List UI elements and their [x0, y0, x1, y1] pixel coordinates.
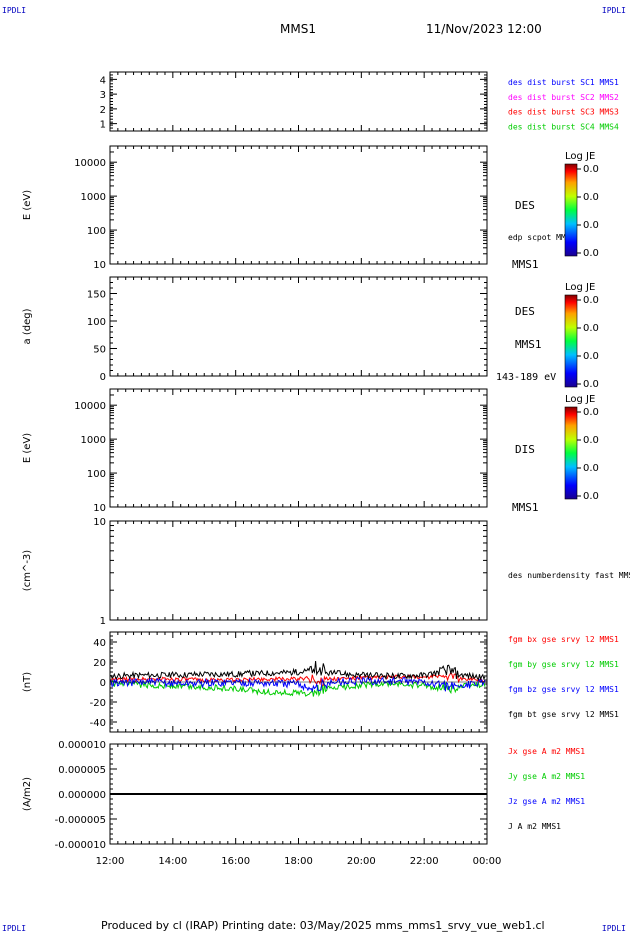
side-label-p5-1: des numberdensity fast MMS1: [508, 571, 630, 580]
y-tick-label-p6: -40: [90, 718, 106, 729]
y-tick-label-p7: 0.000010: [58, 740, 106, 751]
y-tick-label-p1: 1: [100, 120, 106, 131]
corner-label-bottom-left: IPDLI: [2, 924, 27, 933]
y-tick-label-p1: 2: [100, 105, 106, 116]
side-label-p7-1: Jx gse A m2 MMS1: [508, 747, 585, 756]
y-tick-label-p6: 40: [93, 638, 106, 649]
y-tick-label-p6: 0: [100, 678, 106, 689]
y-tick-label-p5: 10: [93, 517, 106, 528]
colorbar-p3: [564, 294, 578, 388]
colorbar-title-p3: Log JE: [565, 282, 595, 293]
colorbar-tick-label-p3: 0.0: [583, 351, 599, 362]
panel-frame-5: [109, 520, 488, 621]
y-tick-label-p4: 10000: [74, 401, 106, 412]
x-tick-label: 18:00: [284, 856, 313, 867]
y-tick-label-p2: 100: [87, 226, 106, 237]
colorbar-tick-label-p3: 0.0: [583, 323, 599, 334]
y-axis-label-p7: (A/m2): [22, 777, 33, 811]
side-label-p6-4: fgm bt gse srvy l2 MMS1: [508, 710, 619, 719]
y-tick-label-p4: 10: [93, 503, 106, 514]
corner-label-top-left: IPDLI: [2, 6, 27, 15]
side-label-p3-1: DES: [515, 305, 535, 318]
y-tick-label-p2: 10000: [74, 158, 106, 169]
side-label-p7-2: Jy gse A m2 MMS1: [508, 772, 585, 781]
y-tick-label-p2: 10: [93, 260, 106, 271]
y-tick-label-p6: -20: [90, 698, 106, 709]
x-tick-label: 14:00: [158, 856, 187, 867]
y-tick-label-p3: 50: [93, 345, 106, 356]
side-label-p2-3: MMS1: [512, 258, 539, 271]
colorbar-tick-label-p4: 0.0: [583, 407, 599, 418]
colorbar-tick-label-p4: 0.0: [583, 463, 599, 474]
side-label-p7-4: J A m2 MMS1: [508, 822, 561, 831]
colorbar-p2: [564, 163, 578, 257]
footer-text: Produced by cl (IRAP) Printing date: 03/…: [101, 919, 545, 932]
y-tick-label-p7: 0.000000: [58, 790, 106, 801]
corner-label-bottom-right: IPDLI: [601, 924, 626, 933]
panel-frame-1: [109, 71, 488, 132]
panel-frame-3: [109, 276, 488, 377]
colorbar-tick-label-p2: 0.0: [583, 192, 599, 203]
y-axis-label-p3: a (deg): [22, 308, 33, 344]
y-tick-label-p5: 1: [100, 616, 106, 627]
x-tick-label: 00:00: [473, 856, 502, 867]
side-label-p6-3: fgm bz gse srvy l2 MMS1: [508, 685, 619, 694]
y-tick-label-p6: 20: [93, 658, 106, 669]
panel-frame-2: [109, 145, 488, 265]
y-tick-label-p7: -0.000005: [55, 815, 106, 826]
y-tick-label-p3: 0: [100, 372, 106, 383]
x-tick-label: 20:00: [347, 856, 376, 867]
colorbar-tick-label-p3: 0.0: [583, 295, 599, 306]
colorbar-tick-label-p3: 0.0: [583, 379, 599, 390]
x-tick-label: 22:00: [410, 856, 439, 867]
x-tick-label: 16:00: [221, 856, 250, 867]
y-tick-label-p1: 4: [100, 75, 106, 86]
y-tick-label-p3: 100: [87, 317, 106, 328]
y-tick-label-p7: -0.000010: [55, 840, 106, 851]
y-tick-label-p3: 150: [87, 290, 106, 301]
colorbar-title-p4: Log JE: [565, 394, 595, 405]
y-tick-label-p7: 0.000005: [58, 765, 106, 776]
side-label-p6-2: fgm by gse srvy l2 MMS1: [508, 660, 619, 669]
colorbar-p4: [564, 406, 578, 500]
colorbar-tick-label-p2: 0.0: [583, 220, 599, 231]
side-label-p3-3: 143-189 eV: [496, 372, 556, 383]
side-label-p6-1: fgm bx gse srvy l2 MMS1: [508, 635, 619, 644]
side-label-p4-2: MMS1: [512, 501, 539, 514]
colorbar-tick-label-p2: 0.0: [583, 248, 599, 259]
y-axis-label-p6: (nT): [22, 672, 33, 692]
series-line-p6-4: [110, 660, 486, 681]
y-tick-label-p2: 1000: [81, 192, 106, 203]
colorbar-tick-label-p4: 0.0: [583, 435, 599, 446]
colorbar-tick-label-p2: 0.0: [583, 164, 599, 175]
side-label-p2-2: edp scpot MMS1: [508, 233, 576, 242]
series-line-p6-2: [110, 680, 486, 697]
side-label-p3-2: MMS1: [515, 338, 542, 351]
y-axis-label-p4: E (eV): [22, 433, 33, 463]
date-time: 11/Nov/2023 12:00: [426, 22, 542, 36]
corner-label-top-right: IPDLI: [601, 6, 626, 15]
side-label-p1-2: des dist burst SC2 MMS2: [508, 93, 619, 102]
side-label-p1-4: des dist burst SC4 MMS4: [508, 122, 619, 131]
side-label-p4-1: DIS: [515, 443, 535, 456]
y-tick-label-p4: 100: [87, 469, 106, 480]
side-label-p7-3: Jz gse A m2 MMS1: [508, 797, 585, 806]
y-axis-label-p2: E (eV): [22, 190, 33, 220]
x-tick-label: 12:00: [96, 856, 125, 867]
side-label-p2-1: DES: [515, 199, 535, 212]
y-tick-label-p1: 3: [100, 90, 106, 101]
colorbar-title-p2: Log JE: [565, 151, 595, 162]
y-tick-label-p4: 1000: [81, 435, 106, 446]
colorbar-tick-label-p4: 0.0: [583, 491, 599, 502]
side-label-p1-3: des dist burst SC3 MMS3: [508, 108, 619, 117]
y-axis-label-p5: (cm^-3): [22, 550, 33, 591]
panel-frame-4: [109, 388, 488, 508]
side-label-p1-1: des dist burst SC1 MMS1: [508, 78, 619, 87]
page-title: MMS1: [280, 22, 316, 36]
